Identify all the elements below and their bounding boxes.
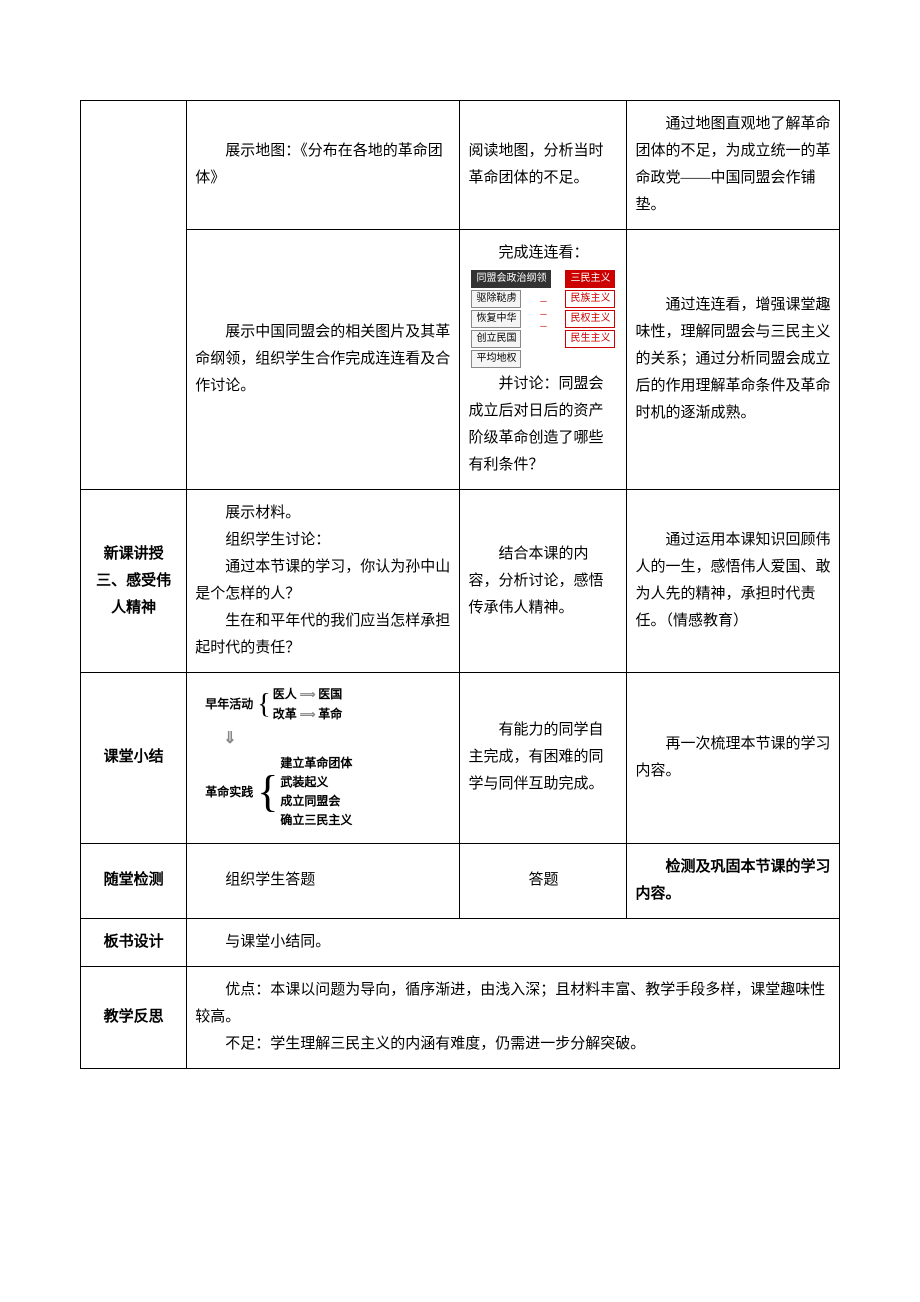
flow-item: 武装起义	[280, 773, 352, 792]
cell-student-activity: 完成连连看： 同盟会政治纲领 三民主义 驱除鞑虏 恢复中华 创立民国 平均地权 …	[460, 230, 627, 490]
cell-design-intent: 通过地图直观地了解革命团体的不足，为成立统一的革命政党——中国同盟会作铺垫。	[627, 101, 840, 230]
diagram-header-left: 同盟会政治纲领	[471, 270, 551, 288]
text-content: 展示中国同盟会的相关图片及其革命纲领，组织学生合作完成连连看及合作讨论。	[195, 319, 451, 400]
brace-icon: {	[255, 754, 280, 831]
flow-item: 改革	[273, 707, 297, 721]
diagram-item: 民生主义	[565, 330, 615, 348]
diagram-item: 民权主义	[565, 310, 615, 328]
cell-section-label-empty	[81, 101, 187, 490]
cell-teacher-activity: 展示地图：《分布在各地的革命团体》	[187, 101, 460, 230]
diagram-lines: ───	[522, 289, 564, 333]
diagram-item: 驱除鞑虏	[471, 290, 521, 308]
matching-diagram: 同盟会政治纲领 三民主义 驱除鞑虏 恢复中华 创立民国 平均地权 ─── 民族主…	[468, 267, 618, 371]
flow-item: 医国	[318, 687, 342, 701]
cell-teacher-activity: 组织学生答题	[187, 843, 460, 918]
text-line: 不足：学生理解三民主义的内涵有难度，仍需进一步分解突破。	[195, 1031, 831, 1058]
text-line: 优点：本课以问题为导向，循序渐进，由浅入深；且材料丰富、教学手段多样，课堂趣味性…	[195, 977, 831, 1031]
cell-design-intent: 再一次梳理本节课的学习内容。	[627, 673, 840, 844]
text-content: 再一次梳理本节课的学习内容。	[635, 731, 831, 785]
flow-item: 成立同盟会	[280, 792, 352, 811]
text-line: 生在和平年代的我们应当怎样承担起时代的责任？	[195, 608, 451, 662]
label-text: 随堂检测	[104, 872, 164, 888]
cell-design-intent: 检测及巩固本节课的学习内容。	[627, 843, 840, 918]
diagram-item: 恢复中华	[471, 310, 521, 328]
cell-section-label: 新课讲授 三、感受伟人精神	[81, 490, 187, 673]
diagram-item: 民族主义	[565, 290, 615, 308]
flow-item: 确立三民主义	[280, 811, 352, 830]
cell-student-activity: 答题	[460, 843, 627, 918]
cell-section-label: 随堂检测	[81, 843, 187, 918]
cell-design-intent: 通过连连看，增强课堂趣味性，理解同盟会与三民主义的关系；通过分析同盟会成立后的作…	[627, 230, 840, 490]
diagram-item: 平均地权	[471, 350, 521, 368]
diagram-header-right: 三民主义	[565, 270, 615, 288]
diagram-left-col: 驱除鞑虏 恢复中华 创立民国 平均地权	[470, 289, 522, 369]
flow-label: 早年活动	[205, 685, 255, 724]
brace-icon: {	[255, 685, 272, 724]
table-row: 随堂检测 组织学生答题 答题 检测及巩固本节课的学习内容。	[81, 843, 840, 918]
cell-design-intent: 通过运用本课知识回顾伟人的一生，感悟伟人爱国、敢为人先的精神，承担时代责任。（情…	[627, 490, 840, 673]
text-content: 展示地图：《分布在各地的革命团体》	[195, 138, 451, 192]
text-line: 组织学生讨论：	[195, 527, 451, 554]
table-row: 展示地图：《分布在各地的革命团体》 阅读地图，分析当时革命团体的不足。 通过地图…	[81, 101, 840, 230]
table-row: 教学反思 优点：本课以问题为导向，循序渐进，由浅入深；且材料丰富、教学手段多样，…	[81, 966, 840, 1068]
text-content: 组织学生答题	[195, 867, 451, 894]
cell-merged-content: 与课堂小结同。	[187, 918, 840, 966]
arrow-icon: ⟹	[300, 709, 319, 721]
lesson-plan-table: 展示地图：《分布在各地的革命团体》 阅读地图，分析当时革命团体的不足。 通过地图…	[80, 100, 840, 1069]
flow-item: 建立革命团体	[280, 754, 352, 773]
cell-section-label: 板书设计	[81, 918, 187, 966]
text-content: 答题	[528, 872, 558, 888]
text-label: 完成连连看：	[468, 240, 618, 267]
table-row: 板书设计 与课堂小结同。	[81, 918, 840, 966]
down-arrow-icon: ⇓	[205, 726, 451, 752]
cell-student-activity: 结合本课的内容，分析讨论，感悟传承伟人精神。	[460, 490, 627, 673]
cell-merged-content: 优点：本课以问题为导向，循序渐进，由浅入深；且材料丰富、教学手段多样，课堂趣味性…	[187, 966, 840, 1068]
arrow-icon: ⟹	[300, 689, 319, 701]
text-content: 检测及巩固本节课的学习内容。	[635, 854, 831, 908]
diagram-right-col: 民族主义 民权主义 民生主义	[564, 289, 616, 349]
text-content: 有能力的同学自主完成，有困难的同学与同伴互助完成。	[468, 717, 618, 798]
flow-item: 医人	[273, 687, 297, 701]
text-content: 结合本课的内容，分析讨论，感悟传承伟人精神。	[468, 541, 618, 622]
label-text: 板书设计	[104, 934, 164, 950]
summary-flow-diagram: 早年活动 { 医人 ⟹ 医国 改革 ⟹ 革命	[195, 685, 451, 831]
flow-label: 革命实践	[205, 754, 255, 831]
text-content: 与课堂小结同。	[195, 929, 831, 956]
cell-section-label: 课堂小结	[81, 673, 187, 844]
diagram-item: 创立民国	[471, 330, 521, 348]
label-text: 课堂小结	[104, 749, 164, 765]
cell-student-activity: 阅读地图，分析当时革命团体的不足。	[460, 101, 627, 230]
label-text: 教学反思	[104, 1009, 164, 1025]
text-content: 阅读地图，分析当时革命团体的不足。	[468, 143, 603, 186]
label-line: 三、感受伟人精神	[89, 568, 178, 622]
text-line: 通过本节课的学习，你认为孙中山是个怎样的人？	[195, 554, 451, 608]
flow-item: 革命	[318, 707, 342, 721]
cell-teacher-activity: 早年活动 { 医人 ⟹ 医国 改革 ⟹ 革命	[187, 673, 460, 844]
text-line: 展示材料。	[195, 500, 451, 527]
label-line: 新课讲授	[89, 541, 178, 568]
table-row: 展示中国同盟会的相关图片及其革命纲领，组织学生合作完成连连看及合作讨论。 完成连…	[81, 230, 840, 490]
table-row: 新课讲授 三、感受伟人精神 展示材料。 组织学生讨论： 通过本节课的学习，你认为…	[81, 490, 840, 673]
text-content: 通过地图直观地了解革命团体的不足，为成立统一的革命政党——中国同盟会作铺垫。	[635, 111, 831, 219]
cell-teacher-activity: 展示中国同盟会的相关图片及其革命纲领，组织学生合作完成连连看及合作讨论。	[187, 230, 460, 490]
text-content: 并讨论：同盟会成立后对日后的资产阶级革命创造了哪些有利条件？	[468, 371, 618, 479]
table-row: 课堂小结 早年活动 { 医人 ⟹ 医国 改革 ⟹	[81, 673, 840, 844]
cell-section-label: 教学反思	[81, 966, 187, 1068]
text-content: 通过运用本课知识回顾伟人的一生，感悟伟人爱国、敢为人先的精神，承担时代责任。（情…	[635, 527, 831, 635]
text-content: 通过连连看，增强课堂趣味性，理解同盟会与三民主义的关系；通过分析同盟会成立后的作…	[635, 292, 831, 427]
cell-student-activity: 有能力的同学自主完成，有困难的同学与同伴互助完成。	[460, 673, 627, 844]
cell-teacher-activity: 展示材料。 组织学生讨论： 通过本节课的学习，你认为孙中山是个怎样的人？ 生在和…	[187, 490, 460, 673]
